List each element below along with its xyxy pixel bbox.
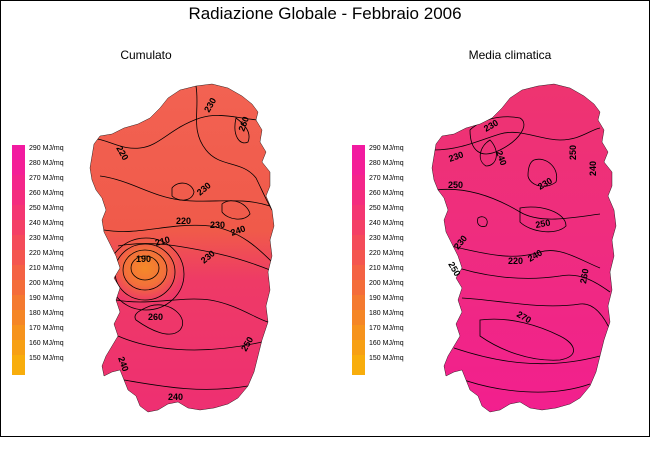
contour-label: 250 bbox=[535, 218, 552, 230]
legend-label: 170 MJ/mq bbox=[29, 325, 64, 332]
legend-label: 240 MJ/mq bbox=[29, 220, 64, 227]
legend-label: 200 MJ/mq bbox=[369, 280, 404, 287]
contour-label: 230 bbox=[210, 220, 225, 230]
contour-label: 190 bbox=[136, 254, 151, 264]
contour-label: 220 bbox=[176, 216, 191, 226]
legend-label: 160 MJ/mq bbox=[369, 340, 404, 347]
legend-label: 250 MJ/mq bbox=[29, 205, 64, 212]
legend-label: 190 MJ/mq bbox=[29, 295, 64, 302]
legend-label: 270 MJ/mq bbox=[369, 175, 404, 182]
panel-title-cumulato: Cumulato bbox=[120, 48, 172, 62]
contour-label: 240 bbox=[168, 392, 183, 402]
legend-label: 280 MJ/mq bbox=[29, 160, 64, 167]
legend-label: 230 MJ/mq bbox=[369, 235, 404, 242]
legend-label: 250 MJ/mq bbox=[369, 205, 404, 212]
figure-title: Radiazione Globale - Febbraio 2006 bbox=[188, 4, 462, 23]
map-media bbox=[431, 83, 617, 413]
legend-label: 190 MJ/mq bbox=[369, 295, 404, 302]
legend-label: 290 MJ/mq bbox=[29, 145, 64, 152]
contour-label: 210 bbox=[154, 234, 171, 248]
legend-label: 180 MJ/mq bbox=[369, 310, 404, 317]
contour-label: 250 bbox=[568, 145, 578, 160]
contour-label: 260 bbox=[148, 312, 163, 322]
contour-label: 240 bbox=[494, 149, 509, 167]
legend-swatch bbox=[352, 355, 365, 375]
contour-label: 260 bbox=[578, 268, 590, 285]
legend-label: 210 MJ/mq bbox=[29, 265, 64, 272]
legend-label: 150 MJ/mq bbox=[29, 355, 64, 362]
legend-label: 280 MJ/mq bbox=[369, 160, 404, 167]
map-cumulato bbox=[89, 83, 275, 413]
legend-label: 150 MJ/mq bbox=[369, 355, 404, 362]
legend-label: 240 MJ/mq bbox=[369, 220, 404, 227]
panel-title-media: Media climatica bbox=[468, 48, 552, 62]
legend-label: 220 MJ/mq bbox=[369, 250, 404, 257]
contour-label: 240 bbox=[229, 223, 247, 238]
contour-label: 220 bbox=[508, 256, 523, 266]
legend-swatch bbox=[12, 355, 25, 375]
legend-label: 220 MJ/mq bbox=[29, 250, 64, 257]
contour-labels-cumulato: 230 220 230 220 230 240 210 190 230 260 … bbox=[114, 96, 255, 402]
legend-label: 260 MJ/mq bbox=[29, 190, 64, 197]
contour-label: 240 bbox=[588, 161, 598, 176]
legend-label: 160 MJ/mq bbox=[29, 340, 64, 347]
contour-label: 240 bbox=[116, 355, 131, 373]
legend-label: 270 MJ/mq bbox=[29, 175, 64, 182]
legend-label: 170 MJ/mq bbox=[369, 325, 404, 332]
contour-label: 250 bbox=[448, 180, 463, 190]
legend-label: 210 MJ/mq bbox=[369, 265, 404, 272]
legend-label: 290 MJ/mq bbox=[369, 145, 404, 152]
legend-label: 230 MJ/mq bbox=[29, 235, 64, 242]
contour-label: 230 bbox=[447, 149, 465, 164]
contour-label: 260 bbox=[236, 115, 251, 133]
legend-label: 200 MJ/mq bbox=[29, 280, 64, 287]
legend-label: 260 MJ/mq bbox=[369, 190, 404, 197]
legend-label: 180 MJ/mq bbox=[29, 310, 64, 317]
